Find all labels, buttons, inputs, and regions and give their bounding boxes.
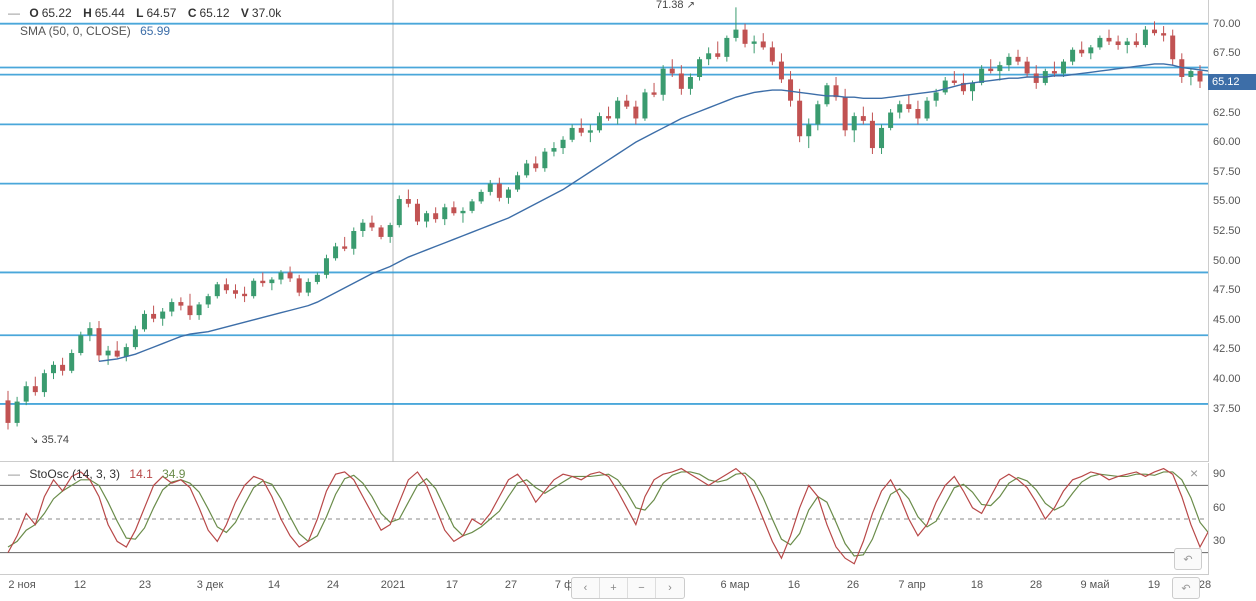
yaxis-indicator: 30 60 90 [1208, 463, 1256, 575]
chart-nav-toolbar: ‹ + − › [571, 577, 685, 599]
yaxis-tick: 42.50 [1213, 343, 1241, 355]
sma-header: SMA (50, 0, CLOSE) 65.99 [20, 24, 170, 38]
xaxis-tick: 9 май [1081, 579, 1110, 591]
yaxis-tick: 62.50 [1213, 107, 1241, 119]
xaxis-tick: 28 [1030, 579, 1042, 591]
indicator-undo-button[interactable]: ↶ [1174, 548, 1202, 570]
yaxis-tick: 57.50 [1213, 166, 1241, 178]
yaxis-tick: 67.50 [1213, 47, 1241, 59]
xaxis-panel: ‹ + − › ↶ 2 ноя12233 дек1424202117277 фе… [0, 575, 1256, 601]
yaxis-main: 37.50 40.00 42.50 45.00 47.50 50.00 52.50 55.00… [1208, 0, 1256, 462]
yaxis-tick: 40.00 [1213, 373, 1241, 385]
price-annotation: ↘ 35.74 [30, 434, 69, 446]
yaxis-tick: 50.00 [1213, 255, 1241, 267]
xaxis-tick: 28 [1199, 579, 1211, 591]
xaxis-tick: 23 [139, 579, 151, 591]
scroll-right-button[interactable]: › [656, 578, 684, 598]
xaxis-tick: 7 апр [898, 579, 925, 591]
last-price-tag: 65.12 [1208, 74, 1256, 90]
yaxis-tick: 47.50 [1213, 284, 1241, 296]
yaxis-tick: 45.00 [1213, 314, 1241, 326]
ohlc-header: — O65.22 H65.44 L64.57 C65.12 V37.0k [8, 6, 289, 20]
xaxis-tick: 6 мар [721, 579, 750, 591]
main-chart-svg [0, 0, 1208, 462]
yaxis-tick: 70.00 [1213, 18, 1241, 30]
xaxis-tick: 18 [971, 579, 983, 591]
xaxis-tick: 14 [268, 579, 280, 591]
zoom-out-button[interactable]: − [628, 578, 656, 598]
xaxis-tick: 16 [788, 579, 800, 591]
indicator-close-icon[interactable]: × [1190, 465, 1204, 479]
stochastic-header: — StoOsc (14, 3, 3) 14.1 34.9 [8, 467, 185, 481]
xaxis-tick: 2 ноя [8, 579, 35, 591]
indicator-ytick: 60 [1213, 502, 1225, 514]
chart-container: — O65.22 H65.44 L64.57 C65.12 V37.0k SMA… [0, 0, 1256, 601]
price-annotation: 71.38 ↗ [656, 0, 695, 11]
yaxis-tick: 55.00 [1213, 195, 1241, 207]
xaxis-tick: 19 [1148, 579, 1160, 591]
yaxis-tick: 37.50 [1213, 403, 1241, 415]
indicator-ytick: 30 [1213, 535, 1225, 547]
xaxis-tick: 3 дек [197, 579, 224, 591]
scroll-left-button[interactable]: ‹ [572, 578, 600, 598]
xaxis-tick: 24 [327, 579, 339, 591]
indicator-panel[interactable]: — StoOsc (14, 3, 3) 14.1 34.9 × ↶ [0, 463, 1208, 575]
indicator-ytick: 90 [1213, 468, 1225, 480]
xaxis-tick: 12 [74, 579, 86, 591]
zoom-in-button[interactable]: + [600, 578, 628, 598]
xaxis-tick: 27 [505, 579, 517, 591]
xaxis-tick: 26 [847, 579, 859, 591]
main-price-panel[interactable]: — O65.22 H65.44 L64.57 C65.12 V37.0k SMA… [0, 0, 1208, 462]
yaxis-tick: 52.50 [1213, 225, 1241, 237]
undo-button[interactable]: ↶ [1172, 577, 1200, 599]
yaxis-tick: 60.00 [1213, 136, 1241, 148]
xaxis-tick: 17 [446, 579, 458, 591]
xaxis-tick: 2021 [381, 579, 405, 591]
